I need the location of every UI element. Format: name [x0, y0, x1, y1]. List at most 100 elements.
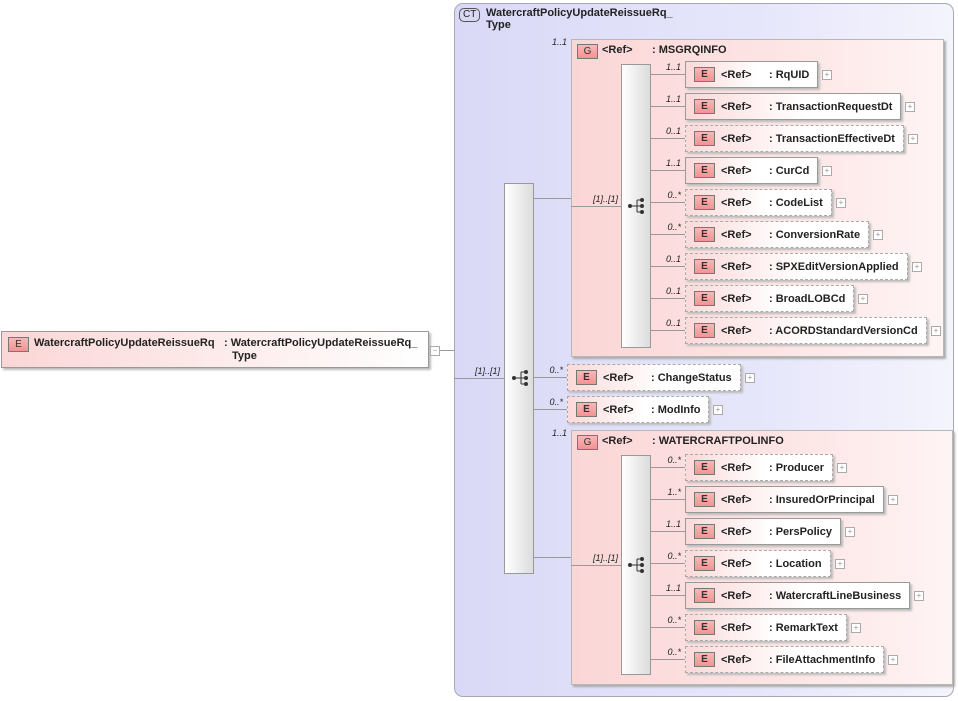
sequence-icon	[628, 198, 644, 214]
element-box[interactable]: E <Ref>: ConversionRate	[685, 221, 870, 248]
element-box[interactable]: E <Ref> : ModInfo	[567, 396, 710, 423]
expand-icon[interactable]: +	[713, 405, 723, 415]
complex-type-badge: CT	[459, 8, 481, 22]
sequence-cardinality: [1]..[1]	[592, 553, 618, 563]
expand-icon[interactable]: +	[888, 495, 898, 505]
expand-icon[interactable]: +	[912, 262, 922, 272]
cardinality: 0..*	[667, 551, 681, 561]
ref-label: <Ref>	[721, 68, 752, 81]
ref-label: <Ref>	[603, 403, 634, 416]
connector	[651, 659, 685, 660]
element-box[interactable]: E <Ref> : WatercraftLineBusiness	[685, 582, 911, 609]
element-name: : CodeList	[769, 196, 823, 209]
element-box[interactable]: E <Ref>: PersPolicy	[685, 518, 841, 545]
element-box[interactable]: E <Ref>: CodeList	[685, 189, 832, 216]
element-badge: E	[576, 370, 597, 385]
element-name: : Location	[769, 557, 822, 570]
element-box[interactable]: E <Ref>: RemarkText	[685, 614, 847, 641]
element-box[interactable]: E <Ref> : Location	[685, 550, 831, 577]
complex-type-title-line1: WatercraftPolicyUpdateReissueRq_	[486, 7, 673, 19]
ref-label: <Ref>	[721, 100, 752, 113]
expand-icon[interactable]: +	[914, 591, 924, 601]
expand-icon[interactable]: +	[835, 559, 845, 569]
element-name: : ModInfo	[651, 403, 701, 416]
element-badge: E	[694, 291, 715, 306]
expand-icon[interactable]: +	[888, 655, 898, 665]
expand-icon[interactable]: +	[908, 134, 918, 144]
element-name: : RemarkText	[769, 621, 838, 634]
cardinality: 1..1	[665, 158, 681, 168]
connector	[651, 595, 685, 596]
element-box[interactable]: E <Ref> : ChangeStatus	[567, 364, 741, 391]
connector	[651, 531, 685, 532]
ref-label: <Ref>	[721, 260, 752, 273]
element-name: : RqUID	[769, 68, 810, 81]
connector	[651, 298, 685, 299]
ref-label: <Ref>	[603, 371, 634, 384]
connector	[534, 557, 571, 558]
element-name: : ChangeStatus	[651, 371, 732, 384]
expand-icon[interactable]: +	[931, 326, 941, 336]
connector	[651, 499, 685, 500]
group-badge: G	[577, 44, 598, 59]
element-box[interactable]: E <Ref>: Producer	[685, 454, 834, 481]
element-box[interactable]: E <Ref> : RqUID	[685, 61, 819, 88]
element-badge: E	[694, 163, 715, 178]
ref-label: <Ref>	[721, 589, 752, 602]
element-badge: E	[694, 131, 715, 146]
element-box[interactable]: E <Ref>: BroadLOBCd	[685, 285, 855, 312]
element-box[interactable]: E <Ref>: FileAttachmentInfo	[685, 646, 885, 673]
element-box[interactable]: E <Ref>: ACORDStandardVersionCd	[685, 317, 927, 344]
element-name: : BroadLOBCd	[769, 292, 846, 305]
element-box[interactable]: E <Ref>: TransactionRequestDt	[685, 93, 902, 120]
expand-icon[interactable]: +	[822, 166, 832, 176]
element-badge: E	[694, 588, 715, 603]
element-box[interactable]: E <Ref>: TransactionEffectiveDt	[685, 125, 904, 152]
ref-label: <Ref>	[721, 493, 752, 506]
element-badge: E	[576, 402, 597, 417]
complex-type-title-line2: Type	[486, 19, 511, 31]
element-badge: E	[694, 556, 715, 571]
group-name: : WATERCRAFTPOLINFO	[652, 435, 784, 447]
ref-label: <Ref>	[721, 653, 752, 666]
element-badge: E	[694, 67, 715, 82]
expand-icon[interactable]: +	[836, 198, 846, 208]
ref-label: <Ref>	[721, 228, 752, 241]
element-name: : ACORDStandardVersionCd	[769, 324, 918, 337]
connector	[534, 409, 567, 410]
cardinality: 0..1	[665, 254, 681, 264]
sequence-icon	[512, 370, 528, 386]
expand-icon[interactable]: +	[822, 70, 832, 80]
connector	[454, 378, 504, 379]
element-badge: E	[694, 227, 715, 242]
element-box[interactable]: E <Ref>: InsuredOrPrincipal	[685, 486, 884, 513]
expand-icon[interactable]: +	[845, 527, 855, 537]
element-badge: E	[694, 620, 715, 635]
element-name: : WatercraftLineBusiness	[769, 589, 902, 602]
root-element[interactable]: E WatercraftPolicyUpdateReissueRq : Wate…	[1, 331, 429, 368]
connector	[440, 350, 454, 351]
collapse-icon[interactable]: −	[430, 346, 440, 356]
expand-icon[interactable]: +	[837, 463, 847, 473]
ref-label: <Ref>	[721, 461, 752, 474]
connector	[571, 206, 621, 207]
connector	[534, 377, 567, 378]
cardinality: 0..*	[549, 365, 563, 375]
expand-icon[interactable]: +	[905, 102, 915, 112]
connector	[651, 138, 685, 139]
element-box[interactable]: E <Ref>: CurCd	[685, 157, 819, 184]
element-name: : Producer	[769, 461, 825, 474]
connector	[651, 234, 685, 235]
element-badge: E	[694, 99, 715, 114]
element-name: : FileAttachmentInfo	[769, 653, 876, 666]
element-badge: E	[694, 195, 715, 210]
element-box[interactable]: E <Ref>: SPXEditVersionApplied	[685, 253, 908, 280]
expand-icon[interactable]: +	[745, 373, 755, 383]
group-cardinality: 1..1	[551, 37, 567, 47]
expand-icon[interactable]: +	[851, 623, 861, 633]
expand-icon[interactable]: +	[858, 294, 868, 304]
sequence-cardinality: [1]..[1]	[592, 194, 618, 204]
expand-icon[interactable]: +	[873, 230, 883, 240]
ref-label: <Ref>	[721, 557, 752, 570]
ref-label: <Ref>	[602, 44, 633, 56]
